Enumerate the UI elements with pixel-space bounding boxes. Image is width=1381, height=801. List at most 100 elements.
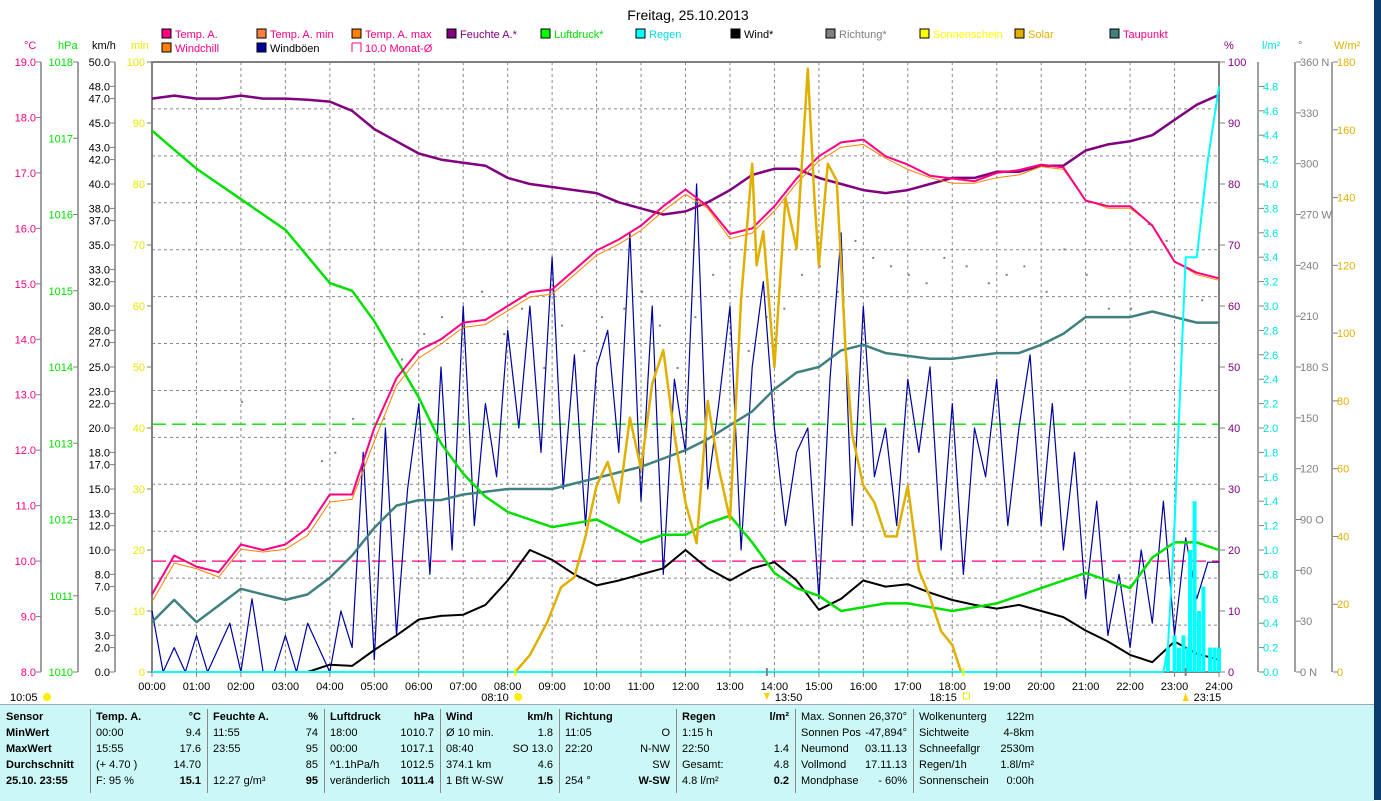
legend-swatch-icon xyxy=(256,42,267,53)
rain-tick-label: 1.0 xyxy=(1263,545,1278,557)
wind-tick-label: 10.0 xyxy=(89,545,110,557)
stats-cell-label: MinWert xyxy=(6,727,50,739)
stats-row: Ø 10 min. 1.8 xyxy=(440,725,559,741)
time-label: 05:00 xyxy=(361,681,389,693)
stats-row: Regen/1h 1.8l/m² xyxy=(913,757,1040,773)
stats-column: Wolkenunterg 122m Sichtweite 4-8km Schneefal… xyxy=(913,709,1040,793)
solar-tick-label: 120 xyxy=(1337,260,1355,272)
humidity-tick-label: 100 xyxy=(1228,57,1246,69)
pressure-axis-unit: hPa xyxy=(58,40,78,52)
stats-cell-value: 0.2 xyxy=(773,775,789,787)
direction-dot xyxy=(1045,290,1048,293)
direction-dot xyxy=(320,460,323,463)
time-label: 16:00 xyxy=(850,681,878,693)
rain-tick-label: 1.4 xyxy=(1263,496,1278,508)
minutes-tick-label: 30 xyxy=(133,484,145,496)
stats-header: Max. Sonnen xyxy=(801,711,866,723)
direction-dot xyxy=(925,282,928,285)
wind-tick-label: 37.0 xyxy=(89,216,110,228)
direction-dot xyxy=(561,324,564,327)
time-label: 17:00 xyxy=(894,681,922,693)
direction-dot xyxy=(1107,307,1110,310)
stats-cell-value: 17.11.13 xyxy=(864,759,907,771)
stats-cell-value: 74 xyxy=(305,727,318,739)
stats-cell-label: Durchschnitt xyxy=(6,759,74,771)
wind-tick-label: 13.0 xyxy=(89,508,110,520)
stats-row: 12.27 g/m³ 95 xyxy=(207,773,324,789)
direction-dot xyxy=(383,417,386,420)
minutes-tick-label: 60 xyxy=(133,301,145,313)
stats-column: Feuchte A.% 11:55 74 23:55 95 85 12.27 g/m³ 95 xyxy=(207,709,325,793)
rain-bar xyxy=(1217,647,1221,672)
temp-tick-label: 13.0 xyxy=(15,390,36,402)
pressure-tick-label: 1012 xyxy=(49,515,73,527)
stats-cell-label: Sonnenschein xyxy=(919,775,989,787)
temp-tick-label: 16.0 xyxy=(15,223,36,235)
rain-bar xyxy=(1212,647,1217,672)
stats-header-row: Wolkenunterg 122m xyxy=(913,709,1040,725)
temp-tick-label: 8.0 xyxy=(21,667,36,679)
stats-cell-value: 0:00h xyxy=(1006,775,1034,787)
rain-tick-label: 2.6 xyxy=(1263,350,1278,362)
rain-bar xyxy=(1196,611,1201,672)
rain-bar xyxy=(1188,550,1193,672)
stats-column: Sensor MinWert MaxWert Durchschnitt 25.10. 2… xyxy=(0,709,91,793)
chart-title: Freitag, 25.10.2013 xyxy=(627,7,749,23)
solar-tick-label: 160 xyxy=(1337,125,1355,137)
statistics-panel: Sensor MinWert MaxWert Durchschnitt 25.10. 2… xyxy=(0,704,1374,801)
time-label: 07:00 xyxy=(449,681,477,693)
stats-cell-label: 25.10. 23:55 xyxy=(6,775,68,787)
direction-dot xyxy=(987,282,990,285)
stats-cell-label: 11:55 xyxy=(213,727,240,739)
stats-cell-label: 18:00 xyxy=(330,727,358,739)
time-label: 06:00 xyxy=(405,681,433,693)
stats-header: Luftdruck xyxy=(330,711,381,723)
pressure-tick-label: 1010 xyxy=(49,667,73,679)
legend-swatch-icon xyxy=(635,28,646,39)
stats-cell-label: ^1.1hPa/h xyxy=(330,759,380,771)
legend-label: Regen xyxy=(649,29,681,41)
direction-dot xyxy=(1201,299,1204,302)
wind-tick-label: 8.0 xyxy=(95,569,110,581)
rain-bar xyxy=(1208,647,1213,672)
legend-swatch-icon xyxy=(161,42,172,53)
rain-tick-label: 4.0 xyxy=(1263,179,1278,191)
pressure-tick-label: 1016 xyxy=(49,210,73,222)
monthly-average-legend-icon xyxy=(351,42,362,52)
direction-dot xyxy=(943,256,946,259)
stats-column: Richtung 11:05 O 22:20 N-NW SW 254 ° W-SW xyxy=(559,709,677,793)
pressure-tick-label: 1014 xyxy=(49,362,73,374)
direction-dot xyxy=(1085,273,1088,276)
time-label: 24:00 xyxy=(1205,681,1233,693)
rain-tick-label: 4.2 xyxy=(1263,155,1278,167)
wind-tick-label: 40.0 xyxy=(89,179,110,191)
stats-row: Durchschnitt xyxy=(0,757,90,773)
stats-row: 23:55 95 xyxy=(207,741,324,757)
legend-label: Windböen xyxy=(270,43,320,55)
stats-cell-label: Regen/1h xyxy=(919,759,967,771)
time-label: 03:00 xyxy=(272,681,300,693)
wind-tick-label: 28.0 xyxy=(89,325,110,337)
stats-row: ^1.1hPa/h 1012.5 xyxy=(324,757,440,773)
direction-axis-unit: ° xyxy=(1298,40,1302,52)
stats-header: Sensor xyxy=(6,711,44,723)
legend-swatch-icon xyxy=(1109,28,1120,39)
direction-tick-label: 300 xyxy=(1300,159,1318,171)
wind-tick-label: 25.0 xyxy=(89,362,110,374)
stats-cell-value: SO 13.0 xyxy=(512,743,553,755)
rain-axis-unit: l/m² xyxy=(1262,40,1281,52)
stats-unit: °C xyxy=(188,711,201,723)
rain-tick-label: 4.8 xyxy=(1263,81,1278,93)
solar-tick-label: 40 xyxy=(1337,531,1349,543)
stats-header-row: Richtung xyxy=(559,709,676,725)
temp-tick-label: 12.0 xyxy=(15,445,36,457)
minutes-tick-label: 100 xyxy=(127,57,145,69)
stats-cell-label: 11:05 xyxy=(565,727,592,739)
solar-tick-label: 60 xyxy=(1337,464,1349,476)
stats-row: 22:50 1.4 xyxy=(676,741,795,757)
stats-cell-value: 4.8 xyxy=(773,759,789,771)
wind-tick-label: 5.0 xyxy=(95,606,110,618)
direction-tick-label: 180 S xyxy=(1300,362,1329,374)
stats-row: Sichtweite 4-8km xyxy=(913,725,1040,741)
pressure-tick-label: 1011 xyxy=(49,591,73,603)
